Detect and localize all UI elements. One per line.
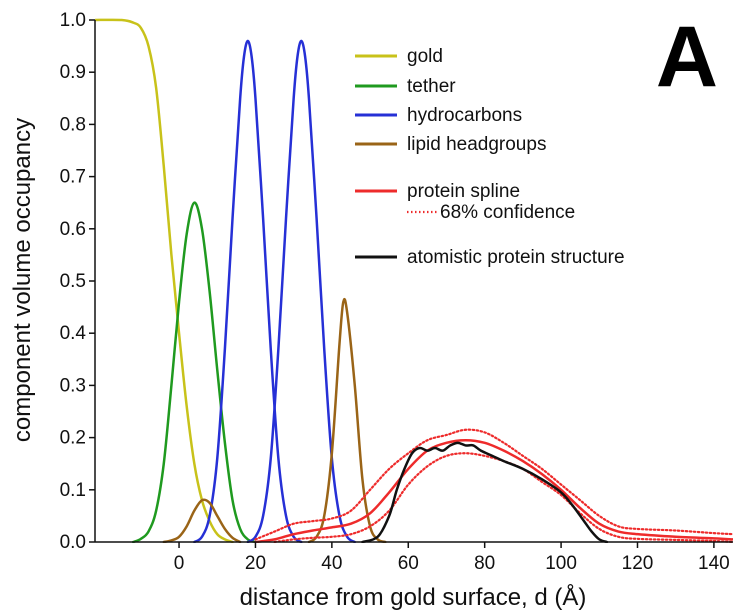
legend-lipid-headgroups-label: lipid headgroups	[407, 134, 546, 155]
series-68-confidence-lower-line	[273, 452, 733, 543]
panel-label: A	[656, 9, 718, 105]
series-gold-line	[95, 18, 234, 543]
series-68-confidence-upper-line	[254, 428, 733, 541]
y-tick-label: 0.0	[60, 532, 86, 553]
y-tick-label: 0.2	[60, 428, 86, 449]
y-axis-title: component volume occupancy	[9, 118, 36, 442]
plot-area	[95, 18, 733, 543]
legend-tether-label: tether	[407, 76, 456, 97]
series-lipid-headgroups-proximal-line	[162, 498, 242, 543]
y-tick-label: 0.5	[60, 271, 86, 292]
y-tick-label: 0.9	[60, 62, 86, 83]
x-tick-label: 100	[545, 553, 577, 574]
x-tick-label: 120	[622, 553, 654, 574]
y-tick-label: 0.7	[60, 167, 86, 188]
x-tick-label: 20	[245, 553, 266, 574]
x-tick-label: 40	[321, 553, 342, 574]
x-tick-label: 80	[474, 553, 495, 574]
legend-protein-spline-label: protein spline	[407, 181, 520, 202]
series-group	[95, 18, 733, 543]
x-tick-label: 0	[174, 553, 185, 574]
series-lipid-headgroups-distal-line	[307, 297, 387, 543]
y-tick-label: 0.8	[60, 114, 86, 135]
legend-hydrocarbons-label: hydrocarbons	[407, 105, 522, 126]
legend-atomistic-protein-structure-label: atomistic protein structure	[407, 247, 625, 268]
y-tick-label: 0.4	[60, 323, 87, 344]
series-atomistic-protein-structure-line	[361, 441, 609, 543]
legend: gold tether hydrocarbons lipid headgroups pr…	[355, 46, 625, 268]
x-axis-title: distance from gold surface, d (Å)	[240, 583, 587, 611]
x-tick-label: 60	[398, 553, 419, 574]
axes: 0.0 0.1 0.2 0.3 0.4 0.5 0.6 0.7 0.8 0.9 1.0 0 20 40 60…	[60, 10, 733, 574]
series-protein-spline-line	[254, 438, 733, 543]
x-tick-label: 140	[698, 553, 730, 574]
y-tick-label: 0.6	[60, 219, 86, 240]
y-tick-label: 0.1	[60, 480, 86, 501]
legend-68-confidence-label: 68% confidence	[440, 202, 575, 223]
series-tether-line	[131, 201, 257, 543]
y-tick-label: 0.3	[60, 375, 86, 396]
y-tick-label: 1.0	[60, 10, 86, 31]
legend-gold-label: gold	[407, 46, 443, 67]
series-hydrocarbons-distal-line	[246, 39, 357, 543]
series-hydrocarbons-proximal-line	[193, 39, 303, 543]
